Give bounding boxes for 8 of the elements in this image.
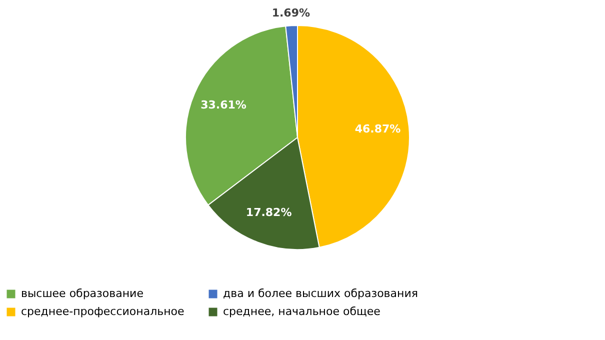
data-label: 1.69%	[272, 6, 310, 20]
data-label: 46.87%	[354, 122, 401, 136]
legend-label: среднее-профессиональное	[21, 305, 185, 318]
legend-label: два и более высших образования	[223, 287, 418, 300]
legend-label: среднее, начальное общее	[223, 305, 381, 318]
data-label: 17.82%	[246, 206, 292, 219]
data-label: 33.61%	[200, 98, 246, 112]
legend-label: высшее образование	[21, 287, 144, 300]
